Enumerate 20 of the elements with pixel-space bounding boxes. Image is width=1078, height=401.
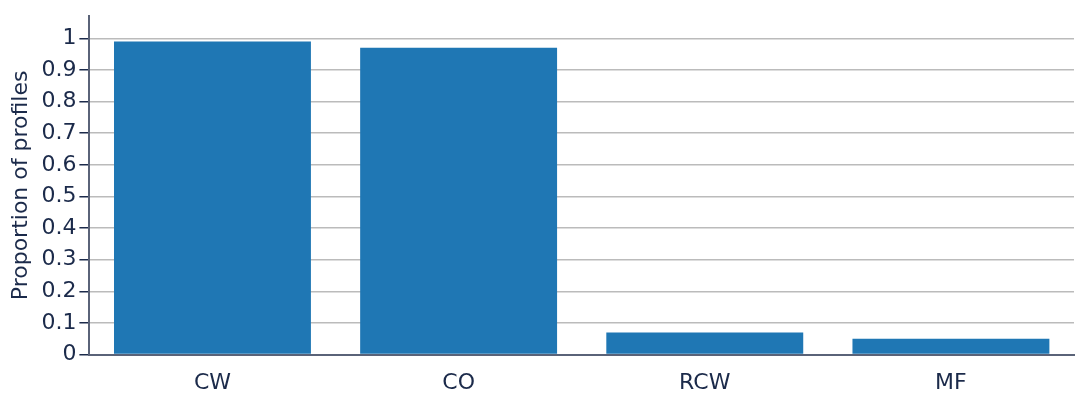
y-tick-label: 1 <box>62 24 77 50</box>
y-tick-label: 0.7 <box>41 118 77 144</box>
bar <box>606 332 804 354</box>
y-tick-label: 0.9 <box>41 55 77 81</box>
bar <box>360 47 558 354</box>
y-tick-label: 0.4 <box>41 213 77 239</box>
x-tick-label: RCW <box>679 368 731 394</box>
y-tick-label: 0.2 <box>41 277 77 303</box>
x-tick-label: MF <box>935 368 967 394</box>
y-tick-label: 0.6 <box>41 150 77 176</box>
y-tick-label: 0.1 <box>41 308 77 334</box>
bar <box>114 41 311 354</box>
y-tick-label: 0.8 <box>41 87 77 113</box>
x-tick-label: CW <box>193 368 232 394</box>
y-tick-label: 0 <box>62 340 77 366</box>
y-tick-label: 0.3 <box>41 245 77 271</box>
y-axis-title: Proportion of profiles <box>6 70 32 301</box>
y-tick-label: 0.5 <box>41 182 77 208</box>
x-tick-label: CO <box>442 368 475 394</box>
bar <box>852 338 1050 354</box>
